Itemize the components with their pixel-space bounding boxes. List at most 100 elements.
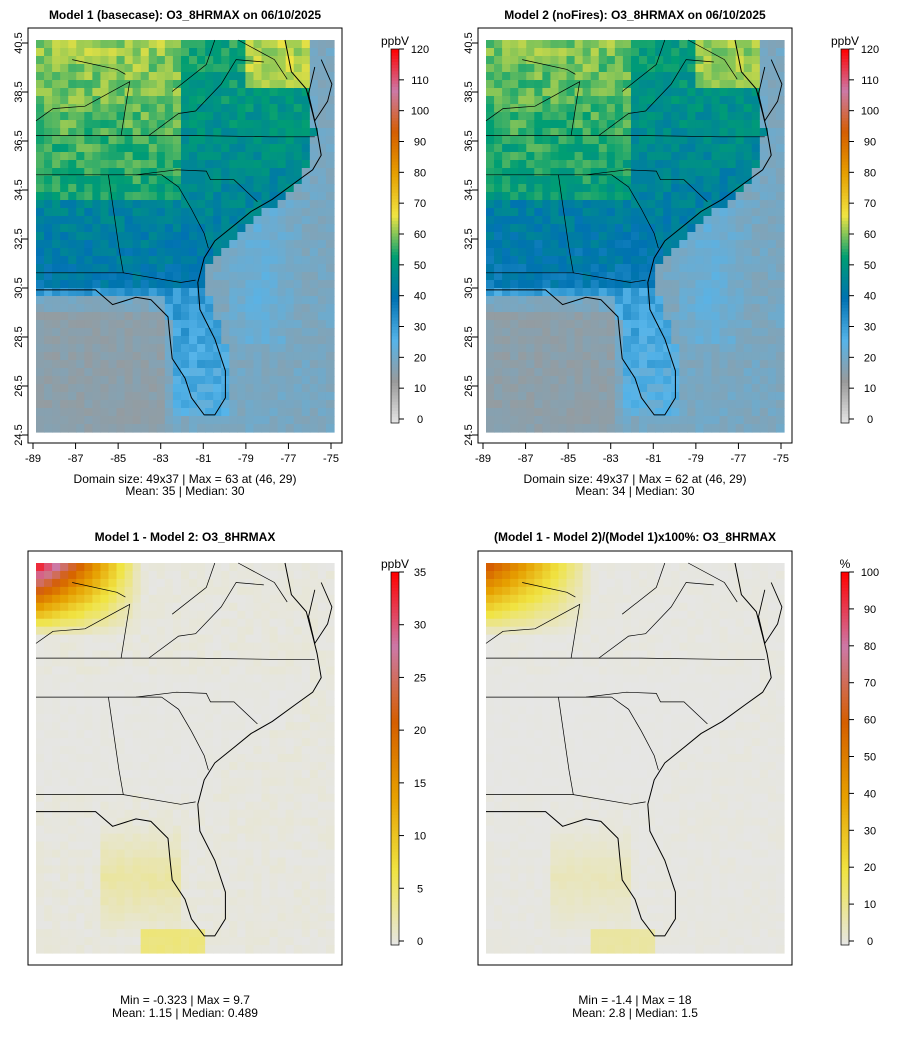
heatmap-cell [124, 642, 134, 652]
heatmap-cell [132, 296, 142, 305]
heatmap-cell [301, 64, 311, 73]
heatmap-cell [598, 104, 608, 113]
heatmap-cell [148, 722, 158, 731]
heatmap-cell [526, 72, 535, 81]
heatmap-cell [687, 232, 696, 241]
heatmap-cell [36, 738, 45, 747]
heatmap-cell [221, 320, 230, 329]
heatmap-cell [606, 256, 616, 265]
heatmap-cell [735, 392, 745, 401]
heatmap-cell [550, 184, 560, 193]
heatmap-cell [84, 216, 93, 225]
heatmap-cell [221, 184, 230, 193]
colorbar-segment [841, 214, 849, 218]
heatmap-cell [100, 288, 110, 297]
heatmap-cell [180, 658, 190, 668]
heatmap-cell [36, 682, 45, 691]
heatmap-cell [518, 256, 527, 265]
heatmap-cell [180, 344, 190, 353]
heatmap-cell [566, 296, 576, 305]
heatmap-cell [566, 280, 576, 289]
heatmap-cell [510, 232, 519, 241]
heatmap-cell [486, 40, 495, 49]
heatmap-cell [164, 80, 174, 89]
heatmap-cell [60, 602, 69, 612]
heatmap-cell [639, 336, 648, 345]
heatmap-cell [60, 256, 69, 265]
heatmap-cell [695, 176, 705, 185]
heatmap-cell [148, 376, 158, 385]
heatmap-cell [325, 256, 335, 265]
heatmap-cell [598, 40, 608, 49]
heatmap-cell [205, 160, 214, 169]
heatmap-cell [148, 264, 158, 273]
colorbar-tick-label: 30 [864, 322, 876, 334]
heatmap-cell [317, 256, 327, 265]
heatmap-cell [639, 392, 648, 401]
heatmap-cell [269, 168, 279, 177]
heatmap-cell [108, 384, 118, 393]
heatmap-cell [68, 384, 77, 393]
heatmap-cell [695, 184, 705, 193]
heatmap-cell [76, 128, 85, 137]
heatmap-cell [68, 857, 77, 867]
heatmap-cell [647, 232, 656, 241]
heatmap-cell [751, 216, 761, 225]
heatmap-cell [116, 240, 126, 249]
heatmap-cell [156, 889, 166, 898]
heatmap-cell [486, 160, 495, 169]
heatmap-cell [494, 72, 503, 81]
heatmap-cell [237, 176, 246, 185]
heatmap-cell [647, 40, 656, 49]
heatmap-cell [719, 192, 729, 201]
heatmap-cell [229, 224, 238, 233]
heatmap-cell [293, 136, 303, 145]
heatmap-cell [542, 248, 552, 257]
heatmap-cell [510, 144, 519, 153]
heatmap-cell [502, 288, 511, 297]
heatmap-cell [574, 272, 584, 281]
heatmap-cell [727, 248, 737, 257]
heatmap-cell [84, 224, 93, 233]
heatmap-cell [164, 658, 174, 668]
heatmap-cell [703, 144, 713, 153]
heatmap-cell [695, 312, 705, 321]
heatmap-cell [213, 152, 222, 161]
heatmap-cell [52, 865, 61, 875]
heatmap-cell [293, 208, 303, 217]
heatmap-cell [550, 280, 560, 289]
heatmap-cell [124, 634, 134, 644]
heatmap-cell [510, 256, 519, 265]
heatmap-cell [156, 825, 166, 835]
heatmap-cell [671, 184, 680, 193]
heatmap-cell [124, 921, 134, 930]
heatmap-cell [703, 184, 713, 193]
heatmap-cell [486, 144, 495, 153]
heatmap-cell [510, 176, 519, 185]
heatmap-cell [534, 344, 543, 353]
heatmap-cell [36, 825, 45, 835]
heatmap-cell [52, 937, 61, 946]
heatmap-cell [526, 104, 535, 113]
heatmap-cell [494, 176, 503, 185]
heatmap-cell [639, 128, 648, 137]
heatmap-cell [687, 48, 696, 57]
heatmap-cell [542, 192, 552, 201]
heatmap-cell [639, 152, 648, 161]
heatmap-cell [148, 328, 158, 337]
heatmap-cell [727, 64, 737, 73]
heatmap-cell [213, 144, 222, 153]
heatmap-cell [60, 666, 69, 676]
heatmap-cell [534, 360, 543, 369]
colorbar-segment [841, 164, 849, 168]
heatmap-cell [52, 88, 61, 97]
heatmap-cell [189, 698, 198, 707]
heatmap-cell [679, 360, 688, 369]
heatmap-cell [711, 216, 721, 225]
heatmap-cell [164, 40, 174, 49]
heatmap-cell [253, 240, 263, 249]
heatmap-cell [671, 56, 680, 65]
heatmap-cell [148, 881, 158, 890]
heatmap-cell [253, 64, 263, 73]
heatmap-cell [582, 368, 592, 377]
